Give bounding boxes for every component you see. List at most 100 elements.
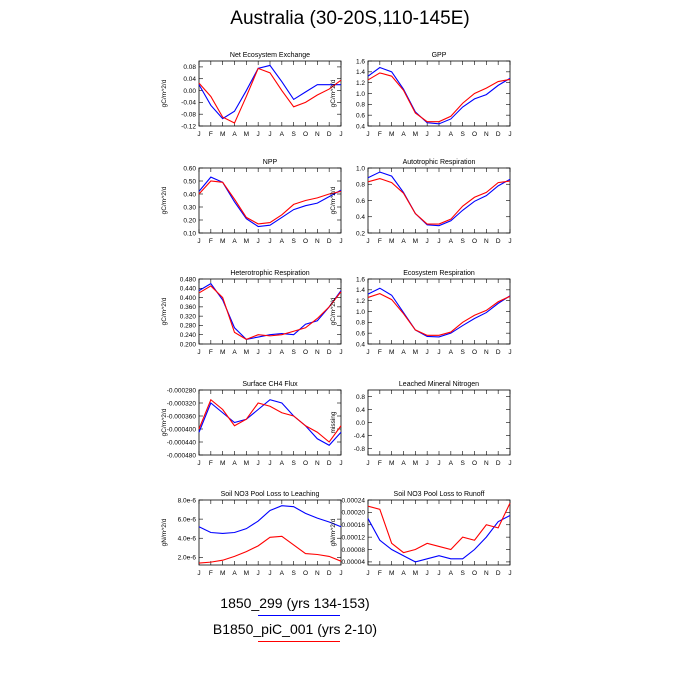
panel-2-xtick-label: J	[366, 131, 369, 138]
panel-3-xtick-label: J	[268, 238, 271, 245]
panel-9-xtick-label: J	[197, 570, 200, 577]
panel-8-xtick-label: D	[496, 460, 501, 467]
panel-2-ytick-label: 1.2	[356, 80, 365, 87]
panel-9-xtick-label: S	[291, 570, 296, 577]
panel-7-xtick-label: J	[257, 460, 260, 467]
panel-7-xtick-label: S	[291, 460, 296, 467]
panel-5-ytick-label: 0.480	[180, 276, 197, 283]
panel-2-xtick-label: S	[460, 131, 465, 138]
panel-6-xtick-label: M	[389, 349, 394, 356]
panel-2-ytick-label: 1.6	[356, 58, 365, 65]
panel-3-xtick-label: J	[257, 238, 260, 245]
panel-4-ytick-label: 0.6	[356, 198, 365, 205]
panel-5-xtick-label: A	[280, 349, 285, 356]
panel-6-xtick-label: N	[484, 349, 489, 356]
panel-4-xtick-label: J	[426, 238, 429, 245]
panel-6-frame	[367, 278, 511, 345]
panel-8-xtick-label: J	[426, 460, 429, 467]
panel-8-xtick-label: A	[401, 460, 406, 467]
panel-8-ytick-label: 0.0	[356, 420, 365, 427]
panel-2-ytick-label: 1.0	[356, 91, 365, 98]
panel-8-xtick-label: M	[413, 460, 418, 467]
panel-10-xtick-label: D	[496, 570, 501, 577]
panel-2-series-a-line	[367, 66, 511, 125]
panel-6-ytick-label: 1.0	[356, 309, 365, 316]
panel-1-ytick-label: -0.08	[181, 111, 196, 118]
panel-10-xtick-label: S	[460, 570, 465, 577]
panel-9-ytick-label: 6.0e-6	[178, 516, 197, 523]
panel-10-ytick-label: 0.00016	[342, 522, 366, 529]
panel-2-ytick-label: 0.8	[356, 102, 365, 109]
panel-10-xtick-label: J	[508, 570, 511, 577]
panel-10-xtick-label: A	[449, 570, 454, 577]
panel-4-xtick-label: M	[413, 238, 418, 245]
panel-3-xtick-label: S	[291, 238, 296, 245]
panel-10-xtick-label: M	[389, 570, 394, 577]
panel-10-xtick-label: N	[484, 570, 489, 577]
panel-6-xtick-label: J	[437, 349, 440, 356]
panel-6-ytick-label: 0.6	[356, 330, 365, 337]
panel-6-ytick-label: 1.4	[356, 287, 365, 294]
panel-8-xtick-label: F	[378, 460, 382, 467]
panel-3-xtick-label: F	[209, 238, 213, 245]
panel-5-ytick-label: 0.200	[180, 341, 197, 348]
panel-2-xtick-label: J	[508, 131, 511, 138]
panel-8-title: Leached Mineral Nitrogen	[399, 381, 479, 388]
panel-8-xtick-label: M	[389, 460, 394, 467]
panel-2-xtick-label: O	[472, 131, 477, 138]
panel-4-series-a-line	[367, 171, 511, 227]
panel-9-series-a-line	[198, 505, 342, 535]
panel-7-xtick-label: F	[209, 460, 213, 467]
panel-3-ytick-label: 0.20	[183, 217, 196, 224]
panel-1-series-a-line	[198, 64, 341, 120]
panel-5-ytick-label: 0.360	[180, 304, 197, 311]
panel-2-xtick-label: M	[413, 131, 418, 138]
panel-7-xtick-label: N	[315, 460, 320, 467]
panel-2-xtick-label: J	[426, 131, 429, 138]
panel-5-ytick-label: 0.400	[180, 295, 197, 302]
panel-7-xtick-label: A	[232, 460, 237, 467]
panel-9-ylabel: gN/m^2/d	[161, 518, 168, 546]
panel-7-ytick-label: -0.000280	[167, 387, 197, 394]
panel-4-xtick-label: O	[472, 238, 477, 245]
panel-3-xtick-label: J	[197, 238, 200, 245]
panel-5-xtick-label: M	[220, 349, 225, 356]
panel-7-ytick-label: -0.000360	[167, 413, 197, 420]
panel-1-xtick-label: S	[291, 131, 296, 138]
panel-1-xtick-label: N	[315, 131, 320, 138]
panel-8-xtick-label: J	[508, 460, 511, 467]
panel-7-series-b-line	[198, 398, 342, 443]
panel-4-ytick-label: 0.2	[356, 230, 365, 237]
panel-9-xtick-label: O	[303, 570, 308, 577]
panel-8-ytick-label: -0.4	[354, 433, 366, 440]
panel-8-xtick-label: A	[449, 460, 454, 467]
panel-10-ytick-label: 0.00008	[342, 547, 366, 554]
panel-1-ytick-label: -0.04	[181, 100, 196, 107]
panel-5-xtick-label: M	[244, 349, 249, 356]
panel-7-ytick-label: -0.000400	[167, 426, 197, 433]
panel-7-xtick-label: J	[339, 460, 342, 467]
panel-10-ytick-label: 0.00020	[342, 510, 366, 517]
panel-5-series-a-line	[198, 282, 342, 340]
figure-title: Australia (30-20S,110-145E)	[230, 8, 470, 29]
panel-3-ytick-label: 0.50	[183, 178, 196, 185]
panel-3-series-b-line	[198, 180, 342, 225]
panel-4-series-b-line	[367, 177, 511, 225]
panel-9-ytick-label: 2.0e-6	[178, 555, 197, 562]
panel-10-ylabel: gN/m^2/d	[330, 518, 337, 546]
panel-5-series-b-line	[198, 285, 342, 340]
panel-8-frame	[367, 389, 511, 456]
panel-7-xtick-label: O	[303, 460, 308, 467]
panel-5-xtick-label: D	[327, 349, 332, 356]
panel-2-ylabel: gC/m^2/d	[330, 79, 337, 107]
panel-1-ytick-label: -0.12	[181, 123, 196, 130]
panel-10-xtick-label: J	[437, 570, 440, 577]
panel-5-ytick-label: 0.240	[180, 332, 197, 339]
panel-6-ytick-label: 1.2	[356, 298, 365, 305]
panel-6-xtick-label: A	[401, 349, 406, 356]
panel-4-xtick-label: M	[389, 238, 394, 245]
panel-6-series-b-line	[367, 293, 511, 336]
panel-9-xtick-label: A	[280, 570, 285, 577]
panel-4-xtick-label: N	[484, 238, 489, 245]
